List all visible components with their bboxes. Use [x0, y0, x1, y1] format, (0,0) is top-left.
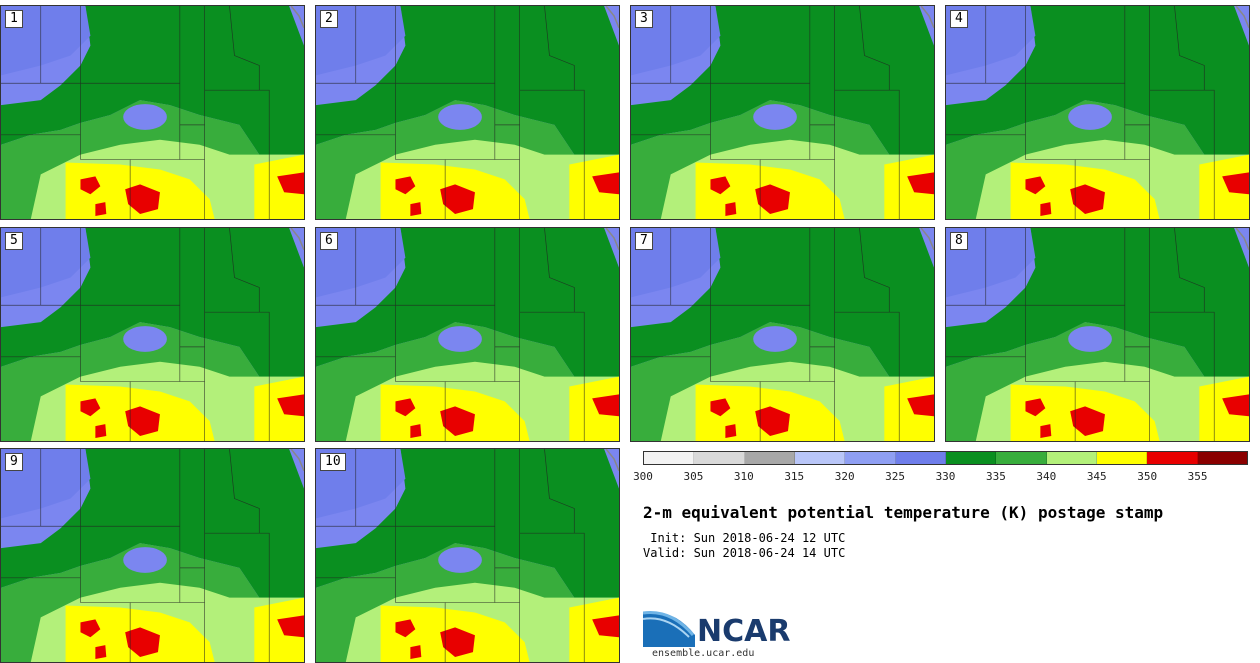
- colorbar-segment: [694, 452, 745, 464]
- member-number-label: 10: [320, 453, 346, 471]
- theta-e-map: [316, 449, 619, 662]
- ensemble-member-map-6: 6: [315, 227, 620, 442]
- colorbar-tick-label: 300: [633, 470, 653, 483]
- theta-e-map: [631, 6, 934, 219]
- colorbar-segment: [1147, 452, 1198, 464]
- member-number-label: 6: [320, 232, 338, 250]
- colorbar-tick-label: 355: [1187, 470, 1208, 483]
- member-number-label: 8: [950, 232, 968, 250]
- colorbar-segment: [644, 452, 695, 464]
- ensemble-member-map-4: 4: [945, 5, 1250, 220]
- theta-e-map: [316, 6, 619, 219]
- colorbar-tick-label: 320: [834, 470, 855, 483]
- theta-e-map: [316, 228, 619, 441]
- ensemble-member-map-10: 10: [315, 448, 620, 663]
- colorbar-tick-label: 340: [1036, 470, 1057, 483]
- member-number-label: 1: [5, 10, 23, 28]
- member-number-label: 9: [5, 453, 23, 471]
- ensemble-member-map-7: 7: [630, 227, 935, 442]
- colorbar: [643, 451, 1248, 465]
- colorbar-tick-label: 310: [733, 470, 754, 483]
- valid-time: Valid: Sun 2018-06-24 14 UTC: [643, 546, 846, 560]
- ncar-url[interactable]: ensemble.ucar.edu: [652, 648, 755, 659]
- ensemble-member-map-1: 1: [0, 5, 305, 220]
- colorbar-segment: [1046, 452, 1097, 464]
- theta-e-map: [631, 228, 934, 441]
- member-number-label: 3: [635, 10, 653, 28]
- member-number-label: 2: [320, 10, 338, 28]
- figure-title: 2-m equivalent potential temperature (K)…: [643, 503, 1164, 522]
- ensemble-member-map-9: 9: [0, 448, 305, 663]
- colorbar-ticks: 300 305 310 315 320 325 330 335 340 345 350 355: [633, 470, 1248, 484]
- colorbar-segment: [1197, 452, 1247, 464]
- colorbar-segment: [744, 452, 795, 464]
- colorbar-segment: [845, 452, 896, 464]
- theta-e-map: [946, 6, 1249, 219]
- colorbar-segment: [996, 452, 1047, 464]
- colorbar-tick-label: 325: [885, 470, 906, 483]
- ensemble-member-map-8: 8: [945, 227, 1250, 442]
- colorbar-tick-label: 315: [784, 470, 805, 483]
- colorbar-segment: [794, 452, 846, 464]
- ensemble-member-map-5: 5: [0, 227, 305, 442]
- colorbar-tick-label: 335: [985, 470, 1006, 483]
- colorbar-segment: [1096, 452, 1148, 464]
- member-number-label: 4: [950, 10, 968, 28]
- colorbar-tick-label: 345: [1086, 470, 1107, 483]
- colorbar-tick-label: 350: [1137, 470, 1158, 483]
- colorbar-tick-label: 305: [683, 470, 704, 483]
- init-time: Init: Sun 2018-06-24 12 UTC: [643, 531, 846, 545]
- colorbar-tick-label: 330: [935, 470, 956, 483]
- theta-e-map: [1, 228, 304, 441]
- theta-e-map: [1, 449, 304, 662]
- theta-e-map: [946, 228, 1249, 441]
- ensemble-member-map-2: 2: [315, 5, 620, 220]
- member-number-label: 7: [635, 232, 653, 250]
- ncar-logo-text: NCAR: [697, 614, 791, 649]
- member-number-label: 5: [5, 232, 23, 250]
- theta-e-map: [1, 6, 304, 219]
- colorbar-segment: [945, 452, 997, 464]
- colorbar-segment: [895, 452, 946, 464]
- ensemble-member-map-3: 3: [630, 5, 935, 220]
- ncar-logo-icon: [643, 610, 695, 647]
